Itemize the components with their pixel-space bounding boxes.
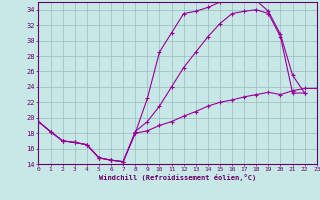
X-axis label: Windchill (Refroidissement éolien,°C): Windchill (Refroidissement éolien,°C) (99, 174, 256, 181)
